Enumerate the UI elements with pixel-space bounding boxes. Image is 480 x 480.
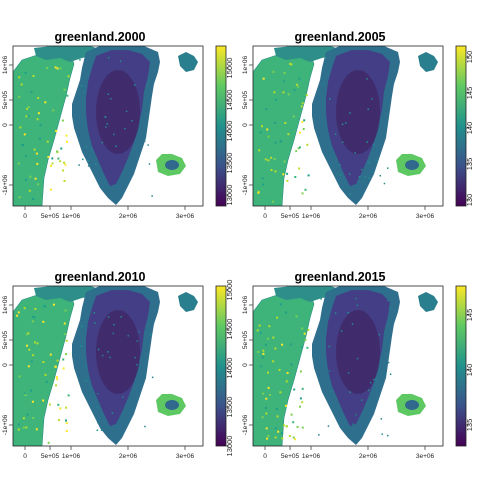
y-tick-label: 0 (242, 123, 249, 127)
map-canvas: 0 5e+05 1e+06 2e+06 3e+061e+065e+050-1e+0615… (0, 240, 240, 480)
x-tick-label: 3e+06 (176, 213, 195, 220)
legend-tick-label: 13500 (225, 397, 234, 418)
legend-tick-label: 140 (465, 122, 474, 135)
x-tick-label: 0 (23, 213, 27, 220)
y-tick-label: 5e+05 (2, 330, 9, 349)
legend-tick-label: 13000 (225, 436, 234, 457)
x-tick-label: 5e+05 (281, 213, 300, 220)
iceland-highland (405, 400, 419, 410)
ice-sheet-core (336, 310, 380, 394)
x-tick-label: 5e+05 (281, 453, 300, 460)
map-panel-2015: greenland.2015 0 5e+05 1e+06 2e+06 3e+06 1e+0… (240, 240, 480, 480)
y-tick-label: 0 (2, 363, 9, 367)
x-tick-label: 5e+05 (41, 453, 60, 460)
canada-landmass (13, 290, 74, 446)
svalbard (178, 292, 198, 312)
y-tick-label: -1e+06 (242, 414, 249, 435)
x-tick-label: 3e+06 (416, 213, 435, 220)
x-tick-label: 1e+06 (62, 453, 81, 460)
legend-tick-label: 130 (465, 194, 474, 207)
y-tick-label: 5e+05 (242, 330, 249, 349)
y-tick-label: 0 (2, 123, 9, 127)
ice-sheet-core (96, 310, 140, 394)
iceland-highland (405, 160, 419, 170)
x-tick-label: 0 (263, 213, 267, 220)
x-tick-label: 0 (23, 453, 27, 460)
legend-tick-label: 145 (465, 309, 474, 322)
legend-tick-label: 13000 (225, 185, 234, 206)
legend-tick-label: 135 (465, 158, 474, 171)
legend-tick-label: 140 (465, 364, 474, 377)
map-panel-2005: greenland.2005 0 5e+05 1e+06 2e+06 3e+06 1e+0… (240, 0, 480, 240)
canada-landmass (253, 290, 314, 446)
y-tick-label: -1e+06 (242, 174, 249, 195)
legend-tick-label: 14000 (225, 358, 234, 379)
iceland-highland (165, 400, 179, 410)
x-tick-label: 1e+06 (302, 213, 321, 220)
x-tick-label: 0 (263, 453, 267, 460)
legend-tick-label: 145 (465, 87, 474, 100)
y-tick-label: 1e+06 (242, 295, 249, 314)
y-tick-label: 1e+06 (2, 295, 9, 314)
y-tick-label: 0 (242, 363, 249, 367)
y-tick-label: 5e+05 (2, 90, 9, 109)
x-tick-label: 2e+06 (119, 453, 138, 460)
legend-tick-label: 135 (465, 419, 474, 432)
legend-tick-label: 15000 (225, 280, 234, 301)
iceland-highland (165, 160, 179, 170)
map-panel-2010: greenland.2010 0 5e+05 1e+06 2e+06 3e+06 1e+0… (0, 240, 240, 480)
svalbard (418, 52, 438, 72)
x-tick-label: 3e+06 (416, 453, 435, 460)
x-tick-label: 2e+06 (359, 453, 378, 460)
svalbard (178, 52, 198, 72)
y-tick-label: -1e+06 (2, 414, 9, 435)
map-canvas: 0 5e+05 1e+06 2e+06 3e+061e+065e+050-1e+0614… (240, 240, 480, 480)
canada-landmass (253, 50, 314, 206)
map-canvas: 0 5e+05 1e+06 2e+06 3e+061e+065e+050-1e+0615… (240, 0, 480, 240)
legend-tick-label: 14500 (225, 90, 234, 111)
legend-tick-label: 14500 (225, 319, 234, 340)
map-canvas: 0 5e+05 1e+06 2e+06 3e+061e+065e+050-1e+0615… (0, 0, 240, 240)
map-panel-2000: greenland.2000 0 5e+05 1e+06 2e+06 3e+06 1e+0… (0, 0, 240, 240)
ice-sheet-core (336, 70, 380, 154)
ice-sheet-core (96, 70, 140, 154)
x-tick-label: 5e+05 (41, 213, 60, 220)
legend-tick-label: 150 (465, 51, 474, 64)
y-tick-label: 1e+06 (242, 55, 249, 74)
x-tick-label: 1e+06 (62, 213, 81, 220)
y-tick-label: 5e+05 (242, 90, 249, 109)
x-tick-label: 1e+06 (302, 453, 321, 460)
y-tick-label: 1e+06 (2, 55, 9, 74)
y-tick-label: -1e+06 (2, 174, 9, 195)
svalbard (418, 292, 438, 312)
legend-tick-label: 13500 (225, 153, 234, 174)
x-tick-label: 2e+06 (359, 213, 378, 220)
legend-tick-label: 15000 (225, 58, 234, 79)
x-tick-label: 2e+06 (119, 213, 138, 220)
legend-tick-label: 14000 (225, 121, 234, 142)
x-tick-label: 3e+06 (176, 453, 195, 460)
